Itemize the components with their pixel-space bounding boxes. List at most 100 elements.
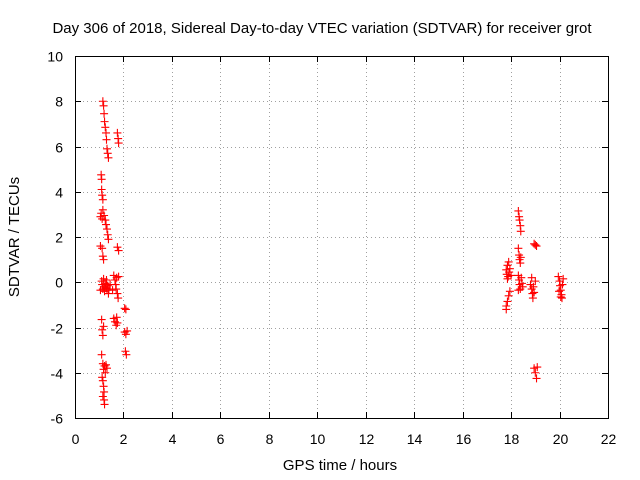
data-point (503, 274, 512, 283)
data-point (108, 286, 117, 295)
x-axis-title: GPS time / hours (283, 457, 397, 474)
grid-lines (75, 56, 608, 418)
data-point (104, 153, 113, 162)
data-point (529, 282, 538, 291)
x-tick-label: 16 (456, 431, 472, 447)
data-point (101, 216, 110, 225)
y-tick-label: 10 (47, 49, 63, 65)
data-point (554, 272, 563, 281)
data-point (515, 216, 524, 225)
data-point (97, 315, 106, 324)
data-point (531, 240, 540, 249)
data-point (122, 350, 131, 359)
y-tick-label: 6 (55, 140, 63, 156)
data-point (114, 139, 123, 148)
y-tick-label: -6 (51, 411, 64, 427)
data-point (505, 287, 514, 296)
data-point (516, 253, 525, 262)
data-point (98, 325, 107, 334)
data-point (112, 273, 121, 282)
data-point (104, 285, 113, 294)
x-tick-label: 22 (601, 431, 617, 447)
x-tick-label: 6 (217, 431, 225, 447)
y-tick-label: 0 (55, 275, 63, 291)
data-point (98, 97, 107, 106)
data-point (102, 364, 111, 373)
data-point (504, 291, 513, 300)
y-axis-title: SDTVAR / TECUs (6, 177, 23, 297)
plot-frame (75, 56, 609, 419)
data-point (556, 286, 565, 295)
data-point (113, 243, 122, 252)
data-point (505, 268, 514, 277)
data-point (98, 331, 107, 340)
data-point (102, 360, 111, 369)
data-point (556, 292, 565, 301)
y-tick-label: 2 (55, 230, 63, 246)
data-point (102, 275, 111, 284)
tick-labels: 0 2 4 6 8 10 12 14 16 18 20 22 -6 -4 -2 0 2 4 6 8 10 (47, 49, 616, 448)
y-tick-label: -2 (51, 321, 64, 337)
data-point (123, 326, 132, 335)
x-tick-label: 10 (310, 431, 326, 447)
data-point (100, 387, 109, 396)
data-point (503, 297, 512, 306)
data-point (120, 304, 129, 313)
data-point (113, 128, 122, 137)
x-tick-label: 18 (504, 431, 520, 447)
data-point (99, 101, 108, 110)
data-point (113, 318, 122, 327)
data-points (96, 97, 568, 409)
y-tick-label: 8 (55, 94, 63, 110)
data-point (96, 286, 105, 295)
data-point (102, 225, 111, 234)
data-point (530, 288, 539, 297)
data-point (102, 128, 111, 137)
data-point (505, 264, 514, 273)
data-point (100, 400, 109, 409)
data-point (98, 205, 107, 214)
data-point (100, 211, 109, 220)
x-tick-label: 0 (72, 431, 80, 447)
data-point (518, 282, 527, 291)
data-point (100, 109, 109, 118)
data-point (502, 305, 511, 314)
data-point (98, 252, 107, 261)
x-tick-label: 12 (359, 431, 375, 447)
data-point (98, 191, 107, 200)
data-point (533, 363, 542, 372)
data-point (101, 368, 110, 377)
data-point (100, 117, 109, 126)
x-tick-label: 2 (120, 431, 128, 447)
data-point (531, 368, 540, 377)
data-point (121, 330, 130, 339)
y-tick-label: -4 (51, 366, 64, 382)
data-point (98, 376, 107, 385)
data-point (102, 135, 111, 144)
data-point (101, 123, 110, 132)
data-point (99, 365, 108, 374)
data-point (514, 286, 523, 295)
data-point (531, 277, 540, 286)
chart-title: Day 306 of 2018, Sidereal Day-to-day VTE… (52, 20, 592, 37)
data-point (102, 144, 111, 153)
data-point (103, 149, 112, 158)
data-point (98, 373, 107, 382)
data-point (559, 274, 568, 283)
data-point (514, 244, 523, 253)
data-point (121, 305, 130, 314)
y-tick-label: 4 (55, 185, 63, 201)
data-point (517, 279, 526, 288)
data-point (121, 347, 130, 356)
data-point (99, 322, 108, 331)
data-point (114, 246, 123, 255)
data-point (112, 285, 121, 294)
data-point (98, 392, 107, 401)
x-tick-label: 8 (266, 431, 274, 447)
data-point (114, 294, 123, 303)
x-tick-label: 20 (553, 431, 569, 447)
data-point (98, 195, 107, 204)
x-tick-label: 4 (169, 431, 177, 447)
data-point (99, 255, 108, 264)
data-point (504, 257, 513, 266)
